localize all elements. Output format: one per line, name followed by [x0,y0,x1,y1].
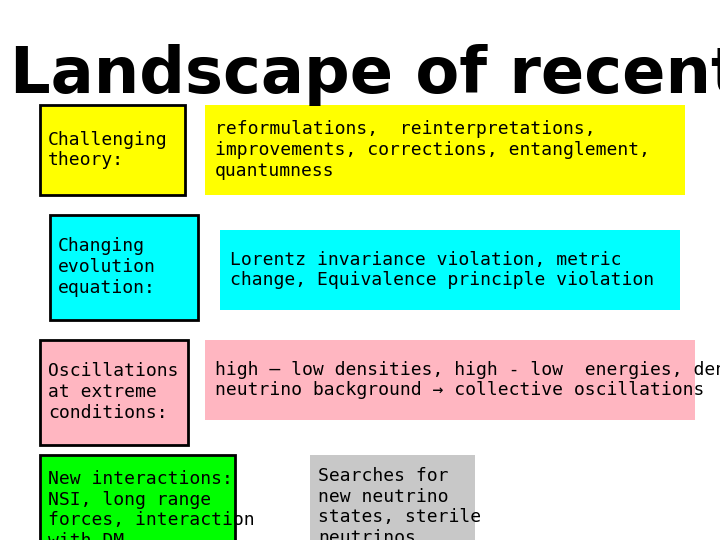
Text: New interactions:
NSI, long range
forces, interaction
with DM: New interactions: NSI, long range forces… [48,470,255,540]
Text: high – low densities, high - low  energies, dense
neutrino background → collecti: high – low densities, high - low energie… [215,361,720,400]
Bar [205,340,695,420]
Bar [40,105,185,195]
Bar [220,230,680,310]
Bar [205,105,685,195]
Text: Oscillations
at extreme
conditions:: Oscillations at extreme conditions: [48,362,179,422]
Bar [50,215,198,320]
Text: reformulations,  reinterpretations,
improvements, corrections, entanglement,
qua: reformulations, reinterpretations, impro… [215,120,650,180]
Text: Lorentz invariance violation, metric
change, Equivalence principle violation: Lorentz invariance violation, metric cha… [230,251,654,289]
Bar [40,455,235,540]
Bar [40,340,188,445]
Text: Landscape of recent studies: Landscape of recent studies [10,44,720,106]
Bar [310,455,475,540]
Text: Challenging
theory:: Challenging theory: [48,131,168,170]
Text: Changing
evolution
equation:: Changing evolution equation: [58,237,156,297]
Text: Searches for
new neutrino
states, sterile
neutrinos: Searches for new neutrino states, steril… [318,467,481,540]
